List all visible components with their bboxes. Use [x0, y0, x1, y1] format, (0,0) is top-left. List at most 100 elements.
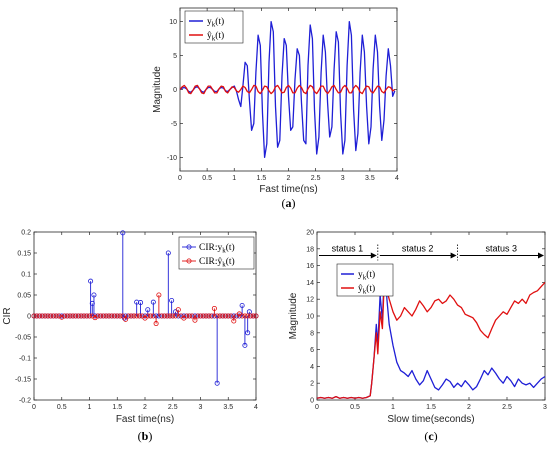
series-line-c-1: [316, 264, 546, 399]
stem-marker: [161, 313, 167, 319]
x-tick-label: 2: [287, 175, 291, 182]
stem-marker: [48, 313, 54, 319]
y-tick-label: 5: [173, 53, 177, 60]
x-tick-label: 3.5: [223, 404, 233, 411]
stem-marker: [169, 297, 175, 303]
x-axis-label: Fast time(ns): [116, 414, 174, 425]
figure-caption: (a): [282, 196, 296, 210]
stem-marker: [78, 313, 84, 319]
x-tick-label: 1: [232, 175, 236, 182]
x-tick-label: 4: [254, 404, 258, 411]
x-tick-label: 1: [391, 404, 395, 411]
chart-c: 0 0.5 1 1.5 2 2.5 3 0 2 4 6 8 10 12 14 16 18 20 Slow time(…: [288, 230, 547, 444]
x-tick-label: 3: [199, 404, 203, 411]
stem-marker: [64, 313, 70, 319]
legend-entry: ŷk(t): [358, 283, 375, 296]
stem-marker: [220, 313, 226, 319]
stem-marker: [136, 313, 142, 319]
y-tick-label: 8: [310, 330, 314, 337]
stem-marker: [165, 250, 171, 256]
y-tick-label: -0.1: [19, 356, 31, 363]
stem-marker: [195, 313, 201, 319]
x-tick-label: 0: [315, 404, 319, 411]
status-arrowhead: [370, 252, 377, 259]
stem-marker: [170, 313, 176, 319]
stem-marker: [145, 313, 151, 319]
status-arrowhead: [450, 252, 457, 259]
stem-marker: [103, 313, 109, 319]
legend-entry: yk(t): [358, 269, 375, 282]
stem-marker: [134, 313, 140, 319]
stem-marker: [111, 313, 117, 319]
stem-marker: [222, 313, 228, 319]
stem-marker: [228, 313, 234, 319]
legend-entry: yk(t): [207, 16, 224, 29]
x-tick-label: 1: [88, 404, 92, 411]
stem-marker: [87, 313, 93, 319]
stem-marker: [50, 313, 56, 319]
x-tick-label: 3: [341, 175, 345, 182]
series-line-a-1: [179, 84, 396, 95]
series-line-a-0: [179, 20, 396, 159]
status-arrowhead: [538, 252, 544, 259]
chart-b: 0 0.5 1 1.5 2 2.5 3 3.5 4 -0.2 -0.15 -0.1 -0.05 0 0.05…: [2, 230, 259, 443]
y-tick-label: -10: [167, 155, 177, 162]
stem-marker: [206, 313, 212, 319]
stem-marker: [173, 313, 179, 319]
figure-caption: (b): [138, 429, 153, 443]
x-axis-label: Fast time(ns): [259, 184, 317, 195]
y-tick-label: -5: [171, 121, 177, 128]
stem-marker: [120, 230, 126, 236]
stem-marker: [150, 313, 156, 319]
status-label: status 1: [332, 244, 364, 254]
stem-marker: [164, 313, 170, 319]
stem-marker: [109, 313, 115, 319]
stem-marker: [117, 313, 123, 319]
y-tick-label: 0.05: [17, 293, 31, 300]
y-tick-label: 10: [169, 19, 177, 26]
stem-marker: [95, 313, 101, 319]
stem-marker: [239, 302, 245, 308]
y-tick-label: 6: [310, 347, 314, 354]
stem-marker: [34, 313, 40, 319]
stem-marker: [138, 300, 144, 306]
stem-marker: [186, 313, 192, 319]
stem-marker: [145, 307, 151, 313]
stem-marker: [42, 313, 48, 319]
stem-marker: [31, 313, 37, 319]
stem-marker: [53, 313, 59, 319]
stem-marker: [225, 313, 231, 319]
y-tick-label: 0.2: [21, 230, 31, 237]
legend-marker: [186, 244, 192, 250]
x-tick-label: 2.5: [311, 175, 321, 182]
stem-marker: [189, 313, 195, 319]
legend-box: [336, 263, 394, 297]
stem-marker: [84, 313, 90, 319]
x-tick-label: 2.5: [168, 404, 178, 411]
stem-marker: [214, 313, 220, 319]
x-tick-label: 1.5: [112, 404, 122, 411]
stem-marker: [59, 314, 65, 320]
stem-marker: [98, 313, 104, 319]
legend-box: [178, 236, 255, 270]
x-tick-label: 0: [32, 404, 36, 411]
stem-marker: [211, 305, 217, 311]
legend-entry: ŷk(t): [207, 30, 224, 43]
x-tick-label: 4: [395, 175, 399, 182]
stem-marker: [197, 313, 203, 319]
stem-marker: [231, 318, 237, 324]
x-tick-label: 0.5: [57, 404, 67, 411]
stem-marker: [81, 313, 87, 319]
y-tick-label: 0.15: [17, 251, 31, 258]
chart-a: 0 0.5 1 1.5 2 2.5 3 3.5 4 -10 -5 0 5 10 Fast time(ns) M…: [152, 7, 399, 210]
stem-marker: [106, 313, 112, 319]
y-tick-label: 0.1: [21, 272, 31, 279]
x-tick-label: 2: [467, 404, 471, 411]
x-axis-label: Slow time(seconds): [387, 414, 474, 425]
stem-marker: [67, 313, 73, 319]
legend-entry: CIR:yk(t): [199, 242, 235, 255]
stem-marker: [184, 313, 190, 319]
stem-marker: [150, 299, 156, 305]
x-tick-label: 2: [143, 404, 147, 411]
stem-marker: [100, 313, 106, 319]
